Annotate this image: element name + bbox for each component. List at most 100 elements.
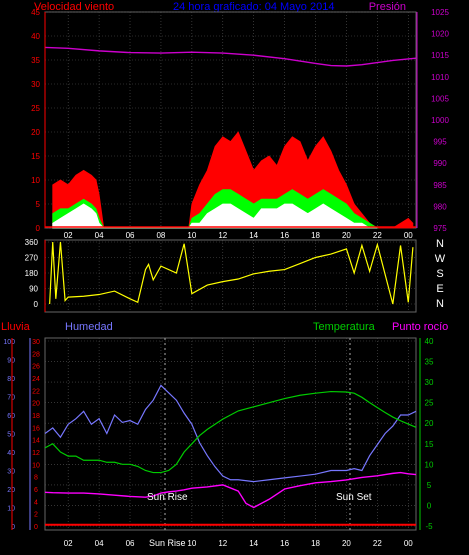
wind-x-tick-label: 16	[280, 231, 289, 240]
wind-x-tick-label: 00	[404, 231, 413, 240]
temp-x-tick-label: 00	[404, 539, 413, 548]
wind-tick-label: 15	[31, 152, 40, 161]
humidity-tick-label: 100	[3, 339, 15, 346]
sunrise-axis-text: Sun Rise	[149, 538, 186, 548]
wind-x-tick-label: 12	[218, 231, 227, 240]
humidity-tick-label: 30	[7, 469, 15, 476]
temp-x-tick-label: 06	[126, 539, 135, 548]
temp-tick-label: 5	[427, 481, 432, 490]
humidity-tick-label: 80	[7, 376, 15, 383]
temp-x-tick-label: 14	[249, 539, 258, 548]
sunrise-text: Sun Rise	[147, 492, 188, 503]
temp-tick-label: 15	[425, 440, 434, 449]
rain-tick-label: 28	[32, 351, 40, 358]
humidity-tick-label: 0	[11, 524, 15, 531]
compass-letter: E	[436, 283, 443, 295]
pressure-tick-label: 980	[433, 202, 447, 211]
pressure-tick-label: 1015	[431, 51, 449, 60]
rain-tick-label: 4	[34, 499, 38, 506]
pressure-tick-label: 990	[433, 159, 447, 168]
wind-min-series	[52, 203, 378, 229]
rain-tick-label: 26	[32, 364, 40, 371]
temp-x-tick-label: 04	[95, 539, 104, 548]
direction-tick-label: 90	[29, 285, 38, 294]
rain-tick-label: 24	[32, 376, 40, 383]
wind-tick-label: 10	[31, 176, 40, 185]
temp-tick-label: 10	[425, 460, 434, 469]
humidity-y-axis: 0 10 20 30 40 50 60 70 80 90 100	[3, 339, 15, 531]
wind-tick-label: 0	[36, 224, 41, 233]
wind-series	[44, 46, 417, 229]
rain-tick-label: 6	[34, 487, 38, 494]
rain-tick-label: 10	[32, 462, 40, 469]
wind-tick-label: 45	[31, 8, 40, 17]
chart-title: 24 hora graficado: 04 Mayo 2014	[173, 1, 334, 13]
wind-y-axis: 0 5 10 15 20 25 30 35 40 45	[31, 8, 40, 233]
temperature-label: Temperatura	[313, 321, 376, 333]
wind-x-tick-label: 10	[187, 231, 196, 240]
compass-letter: W	[435, 253, 446, 265]
pressure-tick-label: 1020	[431, 30, 449, 39]
pressure-y-axis: 975 980 985 990 995 1000 1005 1010 1015 1020 1025	[431, 8, 449, 233]
rain-tick-label: 14	[32, 438, 40, 445]
wind-x-tick-label: 04	[95, 231, 104, 240]
compass-letter: S	[436, 268, 443, 280]
pressure-label: Presión	[369, 1, 406, 13]
rain-label: Lluvia	[1, 321, 31, 333]
wind-x-tick-label: 08	[156, 231, 165, 240]
temp-x-tick-label: 20	[342, 539, 351, 548]
wind-tick-label: 40	[31, 32, 40, 41]
temp-x-tick-label: 22	[373, 539, 382, 548]
direction-tick-label: 270	[25, 254, 39, 263]
humidity-tick-label: 50	[7, 432, 15, 439]
rain-tick-label: 2	[34, 512, 38, 519]
rain-tick-label: 12	[32, 450, 40, 457]
dewpoint-series	[44, 471, 417, 509]
wind-tick-label: 5	[36, 200, 41, 209]
rain-tick-label: 18	[32, 413, 40, 420]
wind-x-tick-label: 22	[373, 231, 382, 240]
temp-x-tick-label: 16	[280, 539, 289, 548]
compass-letter: N	[436, 238, 444, 250]
rain-tick-label: 20	[32, 401, 40, 408]
temp-grid	[45, 338, 416, 530]
temp-tick-label: -5	[425, 522, 433, 531]
humidity-tick-label: 20	[7, 487, 15, 494]
direction-tick-label: 180	[25, 269, 39, 278]
dewpoint-label: Punto rocío	[392, 321, 448, 333]
humidity-label: Humedad	[65, 321, 113, 333]
wind-x-tick-label: 18	[311, 231, 320, 240]
pressure-tick-label: 975	[433, 224, 447, 233]
pressure-tick-label: 1010	[431, 73, 449, 82]
temp-tick-label: 35	[425, 358, 434, 367]
temp-x-tick-label: 18	[311, 539, 320, 548]
wind-x-axis: 02 04 06 08 10 12 14 16 18 20 22 00	[64, 231, 414, 240]
sunset-text: Sun Set	[336, 492, 372, 503]
temp-tick-label: 0	[427, 501, 432, 510]
wind-tick-label: 25	[31, 104, 40, 113]
direction-series	[49, 241, 414, 305]
pressure-tick-label: 995	[433, 138, 447, 147]
temp-tick-label: 25	[425, 399, 434, 408]
humidity-tick-label: 70	[7, 395, 15, 402]
compass-letter: N	[436, 298, 444, 310]
rain-tick-label: 16	[32, 425, 40, 432]
wind-x-tick-label: 20	[342, 231, 351, 240]
humidity-tick-label: 60	[7, 413, 15, 420]
temp-x-tick-label: 12	[218, 539, 227, 548]
temp-x-tick-label: 10	[187, 539, 196, 548]
direction-y-axis: 0 90 180 270 360	[25, 238, 39, 309]
temperature-y-axis: -5 0 5 10 15 20 25 30 35 40	[425, 337, 434, 531]
humidity-series	[44, 384, 417, 483]
wind-tick-label: 30	[31, 80, 40, 89]
temp-x-tick-label: 02	[64, 539, 73, 548]
direction-tick-label: 0	[34, 300, 39, 309]
wind-x-tick-label: 06	[126, 231, 135, 240]
temp-tick-label: 20	[425, 419, 434, 428]
rain-tick-label: 0	[34, 524, 38, 531]
